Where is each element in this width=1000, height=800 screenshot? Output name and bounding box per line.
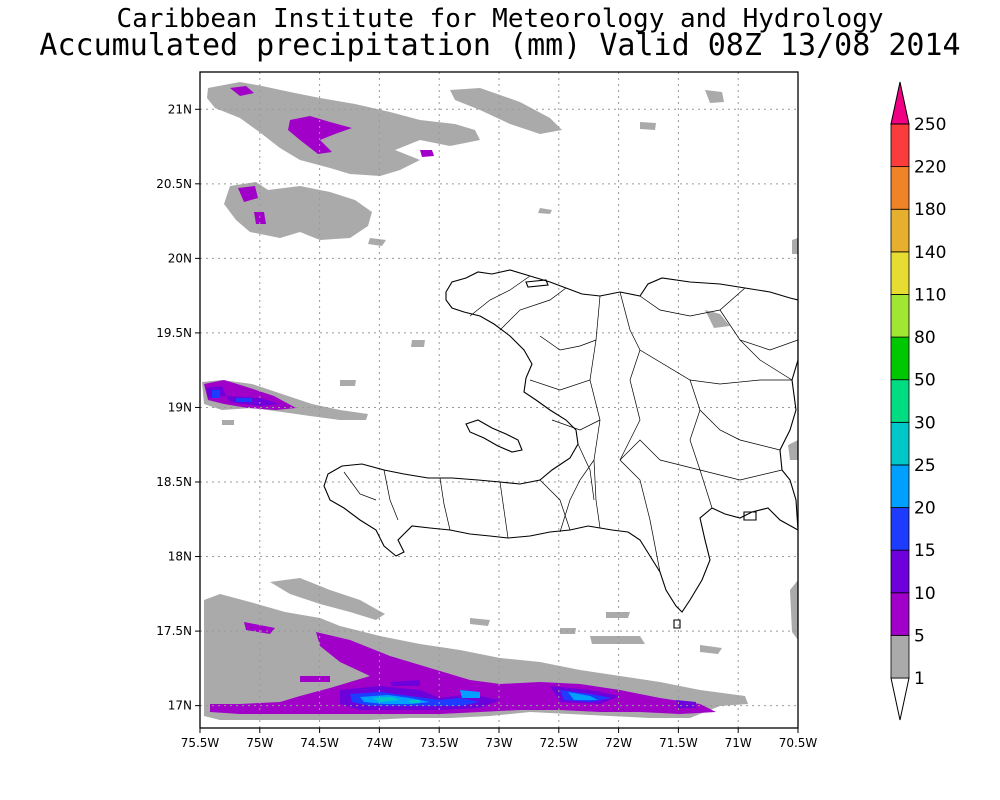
colorbar-swatch bbox=[890, 294, 910, 338]
tortuga-island bbox=[525, 279, 549, 288]
colorbar-swatch bbox=[890, 208, 910, 253]
colorbar-level-label: 250 bbox=[914, 115, 946, 135]
colorbar-swatch bbox=[890, 549, 910, 594]
hispaniola-coastline bbox=[323, 269, 798, 613]
colorbar-swatch bbox=[890, 464, 910, 508]
colorbar-swatch bbox=[890, 123, 910, 168]
lon-tick-label: 73W bbox=[485, 736, 512, 750]
lon-tick-label: 75.5W bbox=[181, 736, 220, 750]
gridlines bbox=[200, 72, 798, 728]
coastline bbox=[323, 269, 798, 629]
colorbar-level-label: 180 bbox=[914, 200, 946, 220]
colorbar-level-label: 5 bbox=[914, 626, 925, 646]
colorbar-swatch bbox=[890, 379, 910, 423]
colorbar-level-label: 140 bbox=[914, 243, 946, 263]
lat-tick-label: 18.5N bbox=[156, 475, 192, 489]
lon-tick-label: 71W bbox=[725, 736, 752, 750]
lon-tick-label: 74W bbox=[366, 736, 393, 750]
colorbar-level-label: 80 bbox=[914, 328, 936, 348]
colorbar-level-label: 110 bbox=[914, 285, 946, 305]
chart-title-product: Accumulated precipitation (mm) Valid 08Z… bbox=[39, 28, 961, 63]
colorbar-swatch bbox=[890, 592, 910, 636]
lon-tick-label: 71.5W bbox=[659, 736, 698, 750]
colorbar-swatch bbox=[890, 166, 910, 210]
colorbar-level-label: 20 bbox=[914, 499, 936, 519]
colorbar-level-label: 220 bbox=[914, 158, 946, 178]
lon-tick-label: 74.5W bbox=[300, 736, 339, 750]
colorbar-level-label: 30 bbox=[914, 413, 936, 433]
lat-tick-label: 17N bbox=[168, 699, 192, 713]
colorbar-level-label: 15 bbox=[914, 541, 936, 561]
colorbar-level-label: 25 bbox=[914, 456, 936, 476]
lat-tick-label: 19N bbox=[168, 400, 192, 414]
lat-tick-label: 20.5N bbox=[156, 177, 192, 191]
lon-tick-label: 73.5W bbox=[420, 736, 459, 750]
lat-tick-label: 21N bbox=[168, 102, 192, 116]
colorbar-swatch bbox=[890, 336, 910, 381]
admin-boundaries bbox=[343, 275, 798, 573]
small-island bbox=[743, 511, 757, 521]
chart-title-institute: Caribbean Institute for Meteorology and … bbox=[116, 4, 884, 34]
colorbar-level-label: 10 bbox=[914, 584, 936, 604]
lon-tick-label: 72.5W bbox=[540, 736, 579, 750]
rain-25mm-areas bbox=[372, 697, 420, 703]
rain-1mm-areas bbox=[202, 82, 798, 720]
lat-tick-label: 19.5N bbox=[156, 326, 192, 340]
colorbar-swatch bbox=[890, 507, 910, 551]
lat-tick-label: 17.5N bbox=[156, 624, 192, 638]
lon-tick-label: 70.5W bbox=[779, 736, 818, 750]
gonave-island bbox=[465, 419, 523, 453]
colorbar-swatch bbox=[890, 421, 910, 466]
lon-tick-label: 75W bbox=[246, 736, 273, 750]
lon-tick-label: 72W bbox=[605, 736, 632, 750]
colorbar-level-label: 1 bbox=[914, 669, 925, 689]
small-island bbox=[673, 619, 681, 629]
map-axes: 21N 20.5N 20N 19.5N 19N 18.5N 18N 17.5N 17N 75.5W… bbox=[156, 102, 817, 750]
lat-tick-label: 20N bbox=[168, 251, 192, 265]
precipitation-field bbox=[202, 82, 798, 720]
lat-tick-label: 18N bbox=[168, 550, 192, 564]
colorbar-swatch bbox=[890, 634, 910, 679]
colorbar-level-label: 50 bbox=[914, 371, 936, 391]
colorbar-over-triangle bbox=[890, 81, 910, 125]
colorbar-under-triangle bbox=[890, 677, 910, 721]
colorbar-swatch bbox=[890, 251, 910, 295]
